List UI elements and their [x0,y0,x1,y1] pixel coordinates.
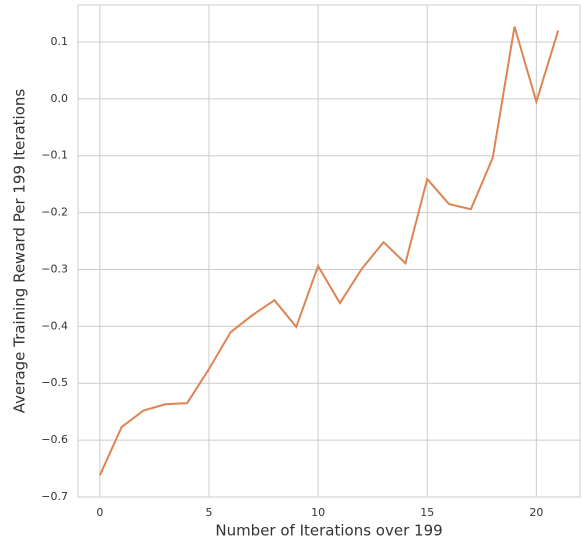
y-tick-label: −0.4 [41,319,68,332]
y-tick-label: −0.6 [41,433,68,446]
x-tick-label: 0 [96,506,103,519]
y-tick-label: −0.2 [41,206,68,219]
x-tick-label: 15 [420,506,434,519]
x-axis-label: Number of Iterations over 199 [215,522,442,540]
y-axis-label: Average Training Reward Per 199 Iteratio… [11,89,29,414]
x-tick-label: 5 [205,506,212,519]
y-tick-label: 0.1 [51,35,69,48]
y-tick-label: −0.7 [41,490,68,503]
y-tick-label: 0.0 [51,92,69,105]
y-tick-label: −0.1 [41,149,68,162]
plot-area [77,4,581,498]
x-tick-label: 10 [311,506,325,519]
y-tick-label: −0.3 [41,262,68,275]
y-tick-label: −0.5 [41,376,68,389]
x-tick-label: 20 [529,506,543,519]
data-line [98,26,560,476]
